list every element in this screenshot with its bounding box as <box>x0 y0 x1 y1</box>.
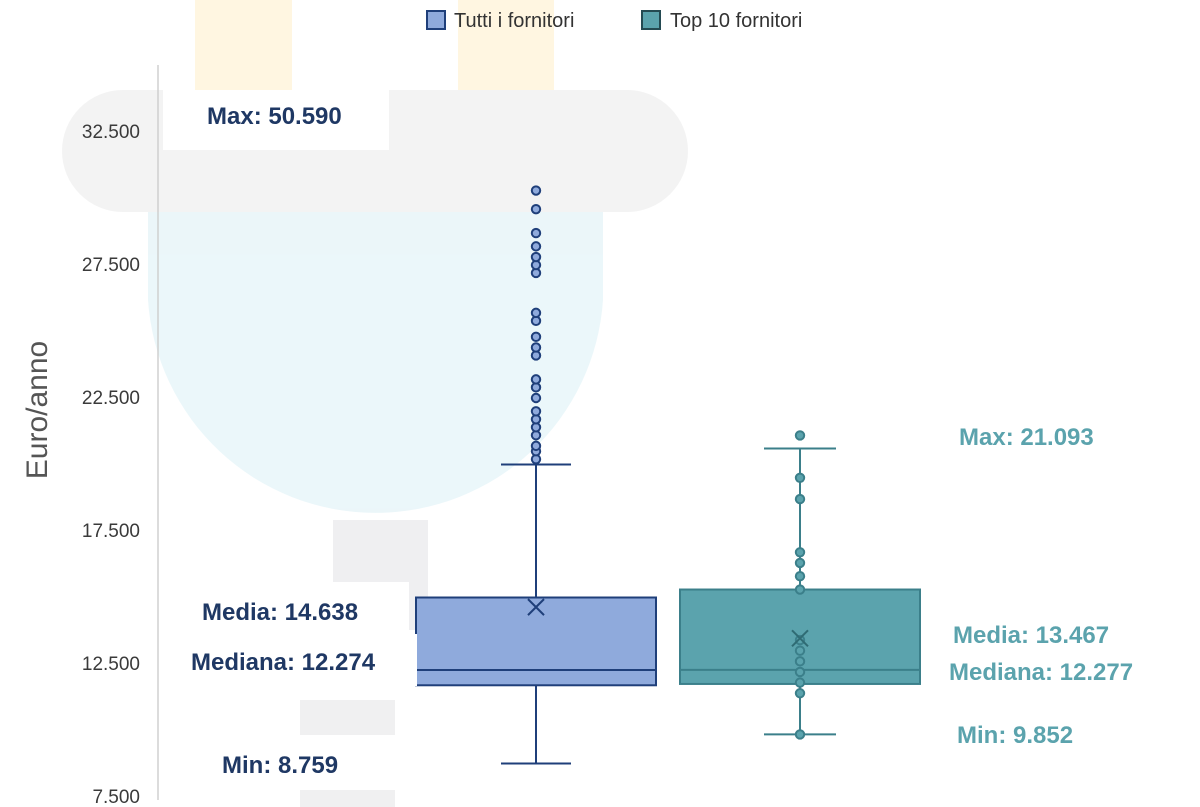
outlier-point <box>532 375 540 383</box>
annotation-median-top10: Mediana: 12.277 <box>949 659 1133 686</box>
y-tick-label: 17.500 <box>82 521 140 542</box>
annotation-mean-top10: Media: 13.467 <box>953 622 1109 649</box>
outlier-point <box>796 730 804 738</box>
box-top10-suppliers <box>680 431 920 738</box>
outlier-point <box>796 647 804 655</box>
annotation-min-top10: Min: 9.852 <box>957 722 1073 749</box>
y-axis-label: Euro/anno <box>21 341 54 479</box>
y-tick-label: 7.500 <box>92 787 140 807</box>
outlier-point <box>796 495 804 503</box>
outlier-point <box>532 407 540 415</box>
outlier-point <box>796 548 804 556</box>
outlier-point <box>532 333 540 341</box>
outlier-point <box>532 186 540 194</box>
outlier-point <box>532 442 540 450</box>
outlier-point <box>796 668 804 676</box>
legend-swatch-top10 <box>642 11 660 29</box>
outlier-point <box>532 242 540 250</box>
outlier-point <box>532 343 540 351</box>
y-tick-label: 32.500 <box>82 122 140 143</box>
y-tick-label: 12.500 <box>82 654 140 675</box>
legend-swatch-all-suppliers <box>427 11 445 29</box>
y-tick-label: 22.500 <box>82 388 140 409</box>
legend-label-all-suppliers: Tutti i fornitori <box>454 10 574 32</box>
y-tick-labels: 7.500 12.500 17.500 22.500 27.500 32.500 <box>82 122 140 807</box>
outlier-point <box>796 431 804 439</box>
outlier-point <box>532 205 540 213</box>
legend: Tutti i fornitori Top 10 fornitori <box>427 10 802 32</box>
y-tick-label: 27.500 <box>82 255 140 276</box>
outlier-point <box>532 253 540 261</box>
outlier-point <box>796 657 804 665</box>
outlier-point <box>532 309 540 317</box>
outlier-point <box>796 559 804 567</box>
annotation-min-all: Min: 8.759 <box>222 752 338 779</box>
outlier-point <box>796 678 804 686</box>
outlier-point <box>532 229 540 237</box>
annotation-mean-all: Media: 14.638 <box>202 599 358 626</box>
outlier-point <box>796 572 804 580</box>
annotation-max-all: Max: 50.590 <box>207 103 342 130</box>
outlier-point <box>796 474 804 482</box>
outlier-point <box>796 689 804 697</box>
outlier-point <box>796 585 804 593</box>
legend-label-top10: Top 10 fornitori <box>670 10 802 32</box>
annotation-max-top10: Max: 21.093 <box>959 424 1094 451</box>
outlier-point <box>532 394 540 402</box>
annotation-median-all: Mediana: 12.274 <box>191 649 376 676</box>
iqr-box <box>416 598 656 686</box>
